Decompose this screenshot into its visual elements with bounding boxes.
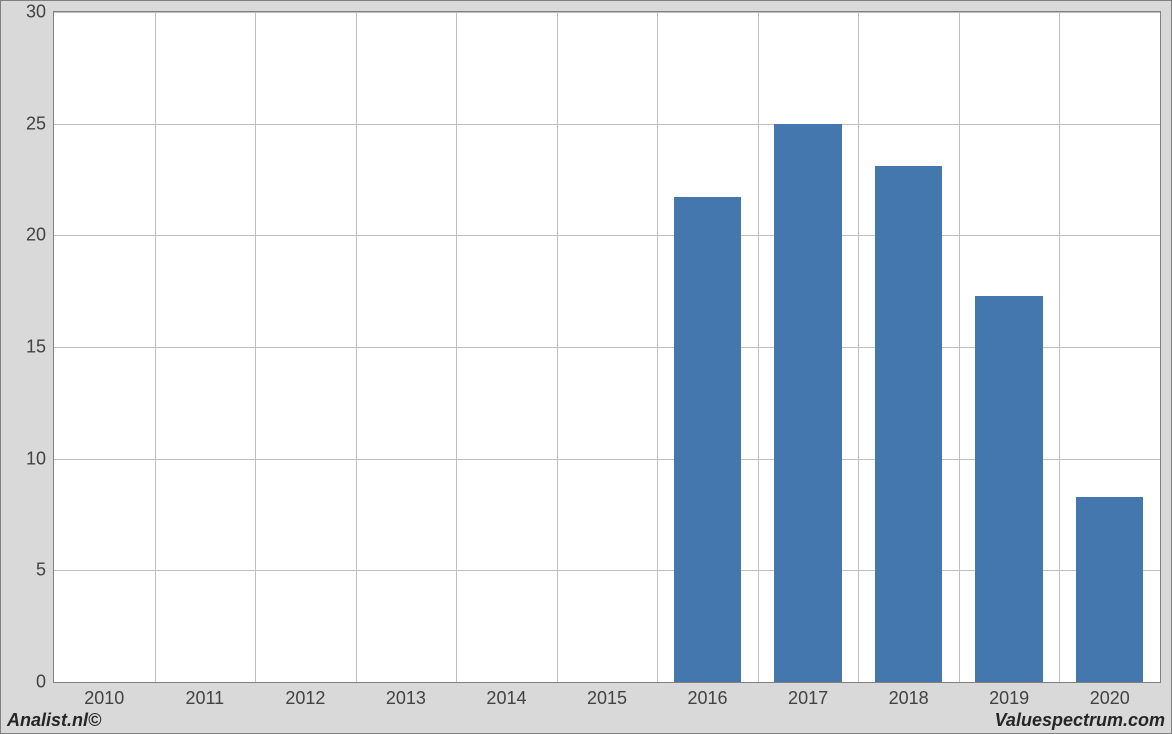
y-tick-label: 10 (26, 448, 54, 469)
x-tick-label: 2019 (989, 682, 1029, 709)
x-tick-label: 2012 (285, 682, 325, 709)
x-tick-label: 2011 (185, 682, 224, 709)
gridline-h (54, 124, 1160, 125)
y-tick-label: 20 (26, 225, 54, 246)
x-tick-label: 2016 (688, 682, 728, 709)
x-tick-label: 2020 (1090, 682, 1130, 709)
gridline-v (959, 12, 960, 682)
y-tick-label: 0 (36, 672, 54, 693)
gridline-v (657, 12, 658, 682)
y-tick-label: 5 (36, 560, 54, 581)
x-tick-label: 2018 (889, 682, 929, 709)
bar-2016 (674, 197, 741, 682)
y-tick-label: 25 (26, 113, 54, 134)
x-tick-label: 2010 (84, 682, 124, 709)
x-tick-label: 2017 (788, 682, 828, 709)
chart-container: 0 5 10 15 20 25 30 2010 2011 2012 2013 2014 2015 2016… (0, 0, 1172, 734)
footer-left-text: Analist.nl© (7, 710, 101, 731)
bar-2017 (774, 124, 841, 682)
gridline-h (54, 12, 1160, 13)
x-tick-label: 2015 (587, 682, 627, 709)
x-tick-label: 2013 (386, 682, 426, 709)
bar-2018 (875, 166, 942, 682)
gridline-h (54, 235, 1160, 236)
gridline-v (858, 12, 859, 682)
gridline-v (255, 12, 256, 682)
footer-right-text: Valuespectrum.com (995, 710, 1165, 731)
gridline-v (557, 12, 558, 682)
y-tick-label: 15 (26, 337, 54, 358)
gridline-v (456, 12, 457, 682)
x-tick-label: 2014 (486, 682, 526, 709)
gridline-v (758, 12, 759, 682)
gridline-v (155, 12, 156, 682)
gridline-v (1059, 12, 1060, 682)
gridline-v (356, 12, 357, 682)
bar-2020 (1076, 497, 1143, 682)
y-tick-label: 30 (26, 2, 54, 23)
bar-2019 (975, 296, 1042, 682)
plot-area: 0510152025302010201120122013201420152016… (53, 11, 1161, 683)
